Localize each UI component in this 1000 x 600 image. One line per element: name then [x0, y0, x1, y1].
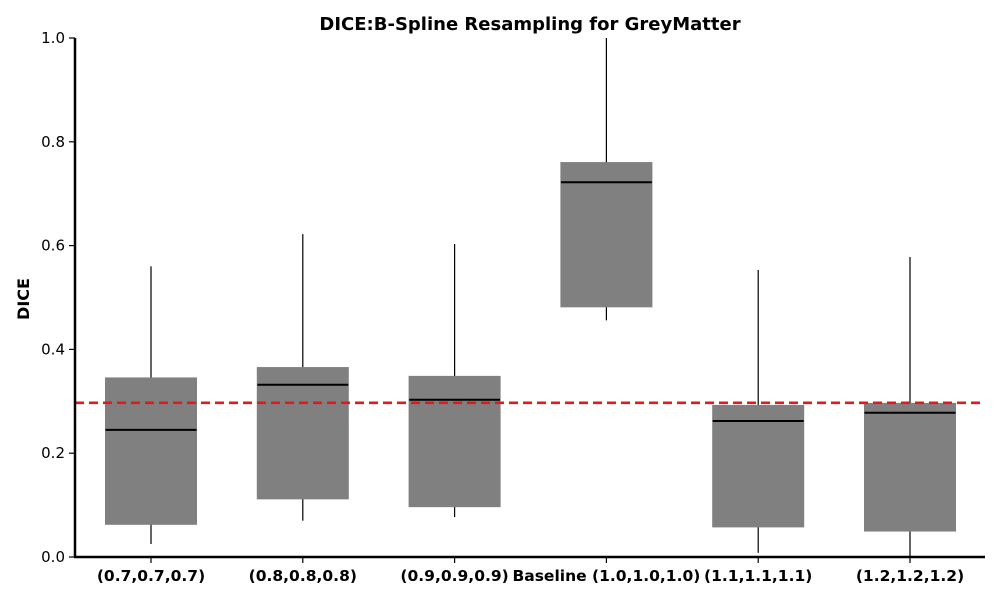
- y-tick-label: 0.2: [41, 444, 65, 462]
- x-tick-label: (0.9,0.9,0.9): [400, 567, 508, 585]
- x-tick-label: (1.2,1.2,1.2): [856, 567, 964, 585]
- y-tick-label: 1.0: [41, 29, 65, 47]
- chart-title: DICE:B-Spline Resampling for GreyMatter: [319, 14, 740, 35]
- box: [256, 367, 349, 500]
- y-tick-label: 0.6: [41, 237, 65, 255]
- x-tick-label: (0.7,0.7,0.7): [97, 567, 205, 585]
- box: [560, 162, 653, 308]
- box: [105, 377, 197, 525]
- y-axis-label: DICE: [14, 278, 33, 320]
- plot-area: 0.0 0.2 0.4 0.6 0.8 1.0 (0.7,0.7,0.7) (0.8,0.8,…: [41, 29, 985, 585]
- y-tick-label: 0.8: [41, 133, 65, 151]
- y-tick-label: 0.4: [41, 340, 65, 358]
- box: [408, 375, 501, 508]
- box: [712, 404, 805, 528]
- y-tick-label: 0.0: [41, 548, 65, 566]
- x-tick-label: (1.1,1.1,1.1): [704, 567, 812, 585]
- x-tick-label: Baseline (1.0,1.0,1.0): [512, 567, 700, 585]
- box: [864, 402, 956, 532]
- x-tick-label: (0.8,0.8,0.8): [249, 567, 357, 585]
